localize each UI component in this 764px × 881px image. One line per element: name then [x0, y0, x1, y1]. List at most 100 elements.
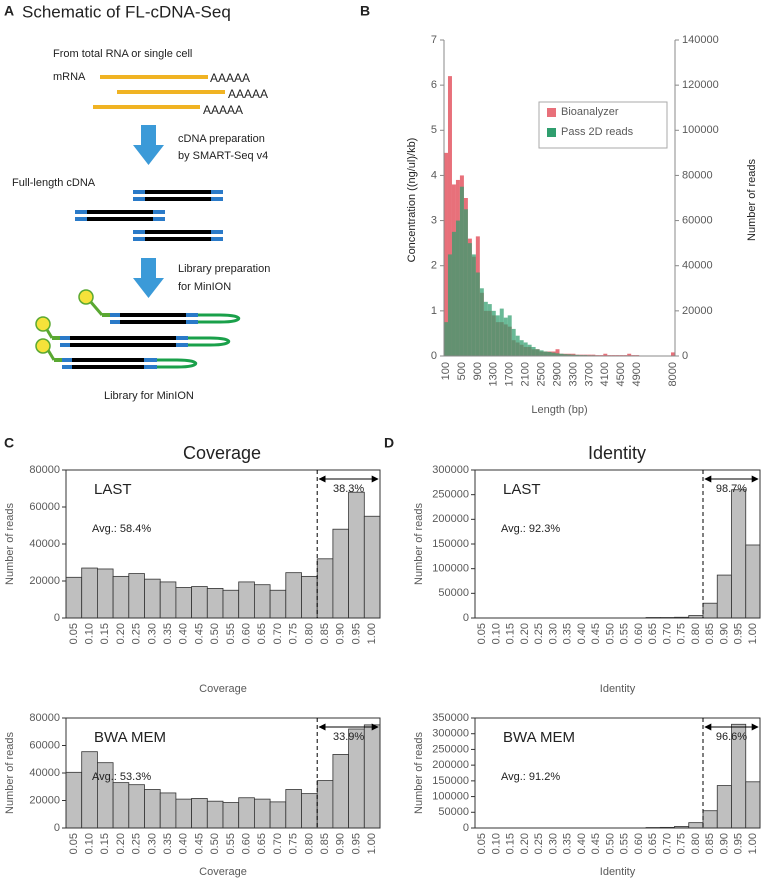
bar: [285, 572, 302, 619]
y-tick-label: 50000: [438, 806, 469, 818]
x-tick-label: 2500: [535, 362, 547, 386]
x-tick-label: 3300: [567, 362, 579, 386]
histogram-bar: [447, 76, 452, 356]
histogram-bar: [447, 254, 452, 356]
y-axis-label: Number of reads: [4, 503, 16, 585]
x-tick-label: 0.50: [604, 833, 616, 854]
x-tick-label: 0.20: [519, 833, 531, 854]
x-tick-label: 0.40: [178, 833, 190, 854]
bar: [348, 728, 365, 829]
y-tick-label: 350000: [432, 712, 469, 724]
histogram-bar: [627, 353, 632, 356]
histogram-bar: [451, 231, 456, 356]
histogram-bar: [563, 354, 568, 356]
x-tick-label: 0.85: [704, 623, 716, 644]
label: by SMART-Seq v4: [178, 150, 268, 162]
polya: AAAAA: [228, 87, 268, 101]
bar: [716, 574, 732, 619]
library-construct: [35, 316, 231, 347]
plot-frame: [65, 469, 381, 619]
label: Library preparation: [178, 263, 270, 275]
label: Library for MinION: [104, 390, 194, 402]
bar: [191, 586, 208, 619]
x-axis-label: Coverage: [199, 683, 247, 695]
x-tick-label: 0.80: [303, 623, 315, 644]
y-tick-label: 1: [431, 305, 437, 317]
histogram-bar: [519, 340, 524, 356]
x-tick-label: 4100: [599, 362, 611, 386]
arrow: [133, 258, 164, 298]
x-tick-label: 0.35: [562, 623, 574, 644]
average-label: Avg.: 91.2%: [501, 771, 560, 783]
bar: [238, 581, 255, 619]
range-label: 98.7%: [716, 483, 747, 495]
x-tick-label: 0.40: [576, 623, 588, 644]
y-tick-label: 3: [431, 214, 437, 226]
bar: [285, 789, 302, 829]
y2-tick-label: 20000: [682, 305, 713, 317]
x-tick-label: 2100: [520, 362, 532, 386]
x-tick-label: 0.05: [68, 833, 80, 854]
x-tick-label: 8000: [667, 362, 679, 386]
y-tick-label: 250000: [432, 743, 469, 755]
y-tick-label: 300000: [432, 464, 469, 476]
x-tick-label: 0.35: [562, 833, 574, 854]
y-tick-label: 100000: [432, 563, 469, 575]
y2-tick-label: 140000: [682, 34, 719, 46]
x-tick-label: 0.80: [690, 623, 702, 644]
x-tick-label: 0.45: [590, 833, 602, 854]
histogram-bar: [491, 310, 496, 356]
bar: [363, 724, 381, 829]
bar: [332, 528, 349, 619]
histogram-bar: [551, 352, 556, 356]
x-tick-label: 0.25: [131, 623, 143, 644]
label: From total RNA or single cell: [53, 48, 192, 60]
y-tick-label: 150000: [432, 538, 469, 550]
histogram-bar: [543, 351, 548, 356]
x-tick-label: 0.15: [505, 623, 517, 644]
x-tick-label: 0.65: [647, 833, 659, 854]
x-tick-label: 3700: [583, 362, 595, 386]
x-tick-label: 0.70: [272, 833, 284, 854]
legend-label: Bioanalyzer: [561, 106, 619, 118]
bar: [269, 801, 287, 829]
x-tick-label: 0.40: [576, 833, 588, 854]
bar: [128, 784, 145, 829]
range-label: 33.9%: [333, 731, 364, 743]
average-label: Avg.: 92.3%: [501, 523, 560, 535]
histogram-bar: [555, 353, 560, 356]
x-tick-label: 0.10: [83, 623, 95, 644]
x-tick-label: 0.80: [690, 833, 702, 854]
x-tick-label: 0.50: [209, 623, 221, 644]
y-tick-label: 0: [54, 822, 60, 834]
bar: [81, 567, 98, 619]
bar: [159, 581, 177, 619]
legend-box: [538, 101, 668, 149]
bar: [206, 588, 224, 619]
chart-label: BWA MEM: [94, 729, 166, 746]
y-tick-label: 300000: [432, 728, 469, 740]
x-tick-label: 0.05: [476, 623, 488, 644]
y-tick-label: 60000: [29, 501, 60, 513]
histogram-bar: [463, 209, 468, 356]
x-tick-label: 0.45: [590, 623, 602, 644]
x-tick-label: 0.55: [619, 833, 631, 854]
y-tick-label: 0: [54, 612, 60, 624]
x-tick-label: 0.85: [704, 833, 716, 854]
x-tick-label: 0.05: [476, 833, 488, 854]
y-tick-label: 250000: [432, 489, 469, 501]
x-tick-label: 0.35: [162, 833, 174, 854]
histogram-bar: [603, 353, 608, 356]
bar: [702, 810, 718, 829]
x-axis-label: Coverage: [199, 866, 247, 878]
x-tick-label: 0.30: [547, 623, 559, 644]
y-tick-label: 20000: [29, 575, 60, 587]
x-tick-label: 0.10: [83, 833, 95, 854]
y2-tick-label: 40000: [682, 260, 713, 272]
x-tick-label: 1.00: [366, 623, 378, 644]
y-tick-label: 0: [431, 350, 437, 362]
y-tick-label: 2: [431, 260, 437, 272]
x-tick-label: 0.65: [256, 833, 268, 854]
bar: [97, 568, 114, 619]
y-tick-label: 0: [463, 822, 469, 834]
